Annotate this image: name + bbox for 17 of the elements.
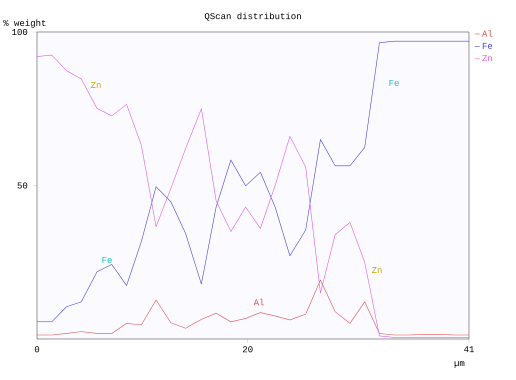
annotation: Zn (372, 267, 382, 273)
y-tick-label: 100 (12, 28, 28, 36)
annotation: Zn (90, 82, 101, 88)
legend-label: Fe (482, 42, 492, 49)
chart-title: QScan distribution (204, 12, 301, 21)
x-axis-title: µm (454, 361, 464, 368)
legend-label: Zn (482, 55, 492, 62)
annotation: Al (254, 298, 264, 306)
x-tick-label: 0 (34, 346, 40, 352)
x-tick-label: 20 (242, 346, 253, 352)
y-axis-title: % weight (3, 19, 46, 28)
annotation: Fe (102, 256, 112, 264)
y-tick-label: 50 (18, 182, 28, 189)
x-tick-label: 41 (464, 346, 474, 352)
legend-label: Al (482, 30, 492, 37)
annotation: Fe (389, 80, 399, 86)
line-series (37, 280, 470, 336)
